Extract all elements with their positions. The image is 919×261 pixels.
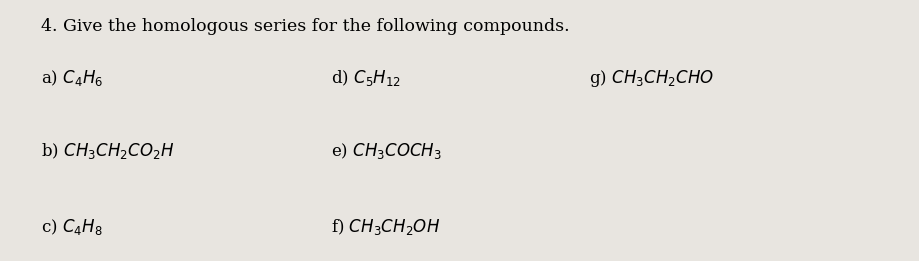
Text: a) $C_4H_6$: a) $C_4H_6$ bbox=[41, 68, 104, 88]
Text: c) $C_4H_8$: c) $C_4H_8$ bbox=[41, 217, 103, 237]
Text: e) $CH_3COCH_3$: e) $CH_3COCH_3$ bbox=[331, 141, 442, 161]
Text: 4. Give the homologous series for the following compounds.: 4. Give the homologous series for the fo… bbox=[41, 18, 570, 35]
Text: b) $CH_3CH_2CO_2H$: b) $CH_3CH_2CO_2H$ bbox=[41, 141, 175, 161]
Text: d) $C_5H_{12}$: d) $C_5H_{12}$ bbox=[331, 68, 401, 88]
Text: g) $CH_3CH_2CHO$: g) $CH_3CH_2CHO$ bbox=[588, 68, 713, 89]
Text: f) $CH_3CH_2OH$: f) $CH_3CH_2OH$ bbox=[331, 217, 440, 237]
